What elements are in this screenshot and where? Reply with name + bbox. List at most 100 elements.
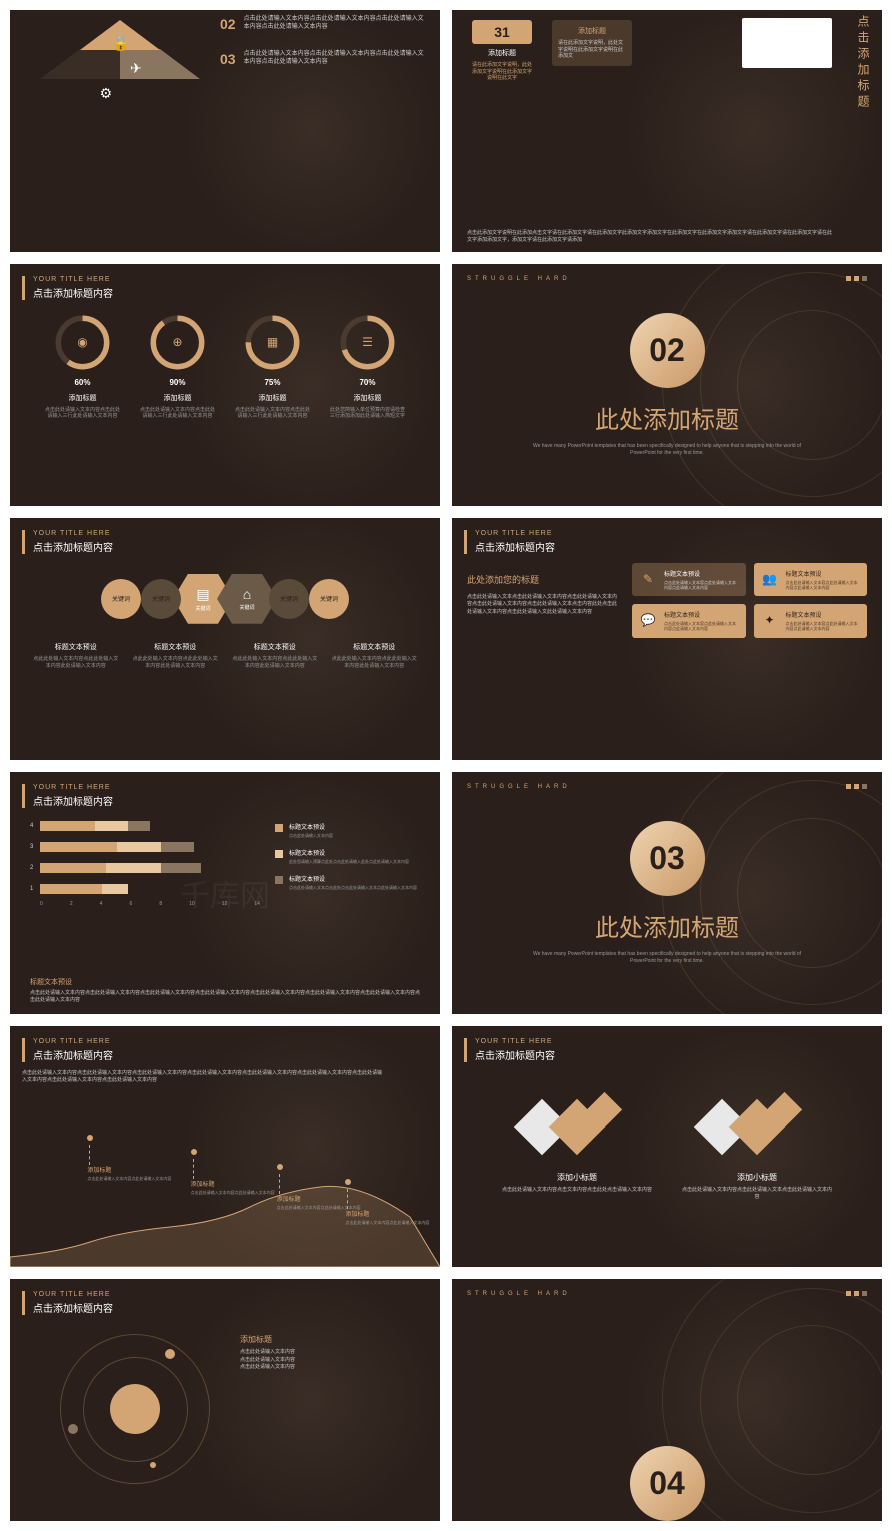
pyramid-shape: 🔒 ✈ ⚙ [40,20,200,79]
bottom-text: 点击此添加文字说明在此添加点击文字请在此添加文字请在此添加文字此添加文字添加文字… [467,230,832,244]
calendar-block: 31 添加标题 请在此添加文字说明，此处添加文字说明在此添加文字说明在此文字 [472,20,532,82]
bar-chart: 4 3 2 1 02468101214 [30,817,260,917]
bar-axis: 02468101214 [40,901,260,907]
header-title: 点击添加标题内容 [33,793,428,808]
calendar-num: 31 [472,20,532,44]
donut-item: ☰ 70% 添加标题 此处您简输入单位预算内容请检查三行添加添加此处请输入简短文… [330,315,405,420]
header-title: 点击添加标题内容 [33,1047,428,1062]
card-title: 标题文本预设 [786,610,862,619]
mid-card: 添加标题 请在此添加文字说明，此处文字说明在此添加文字说明在此添加文 [552,20,632,66]
line-point: 添加标题 点击此处请输入文本内容点此处请输入文本内容 [191,1149,275,1195]
slide-section-03: STRUGGLE HARD 03 此处添加标题 We have many Pow… [452,772,882,1014]
hex-label: 关键词 [239,604,254,611]
point-text: 点击此处请输入文本内容点此处请输入文本内容 [87,1176,171,1181]
card-text: 点击此处请输入文本容点此处请输入文本内容点此请输入文本内容 [786,580,862,590]
slide-barchart: YOUR TITLE HERE 点击添加标题内容 4 3 2 1 02468101214… [10,772,440,1014]
header-sub: YOUR TITLE HERE [475,530,870,537]
intro-text: 点击此处请输入文本点击此处请输入文本内容点击此处请输入文本内容点击此处请输入文本… [467,594,617,617]
legend-dot [275,876,283,884]
bar-label: 2 [30,865,40,871]
line-point: 添加标题 点击此处请输入文本内容点此处请输入文本内容 [87,1135,171,1181]
slide-header: YOUR TITLE HERE 点击添加标题内容 [22,1291,428,1315]
legend-dot [275,850,283,858]
header-title: 点击添加标题内容 [475,1047,870,1062]
plane-icon: ✈ [130,60,142,77]
donut-title: 添加标题 [140,393,215,403]
slide-header: YOUR TITLE HERE 点击添加标题内容 [464,530,870,554]
line-intro: 点击此处请输入文本内容点击此处请输入文本内容点击此处请输入文本内容点击此处请输入… [22,1070,382,1084]
info-card: ✎标题文本预设点击此处请输入文本容点此处请输入文本内容点此请输入文本内容 [632,563,746,596]
bar-row: 4 [30,817,260,835]
header-title: 点击添加标题内容 [33,285,428,300]
slide-section-02: STRUGGLE HARD 02 此处添加标题 We have many Pow… [452,264,882,506]
item-text: 点击此处请输入文本内容点击此处请输入文本内容点击此处请输入文本内容点击此处请输入… [244,15,424,35]
vertical-title: 点击添加标题 [855,15,872,111]
donut-icon: ☰ [362,335,373,349]
card-text: 点击此处请输入文本容点此处请输入文本内容点此请输入文本内容 [664,580,740,590]
diamond-title: 添加小标题 [682,1172,832,1183]
diamond-text: 点击此处请输入文本内容点击此处请输入文本点击此处请输入文本内容 [682,1187,832,1201]
item-num: 02 [220,15,236,35]
header-sub: YOUR TITLE HERE [33,530,428,537]
cards-intro: 此处添加您的标题 点击此处请输入文本点击此处请输入文本内容点击此处请输入文本内容… [467,573,617,617]
donut-percent: 70% [330,378,405,387]
donut-item: ▦ 75% 添加标题 点击此处请输入文本内容点击此处请输入三行此处请输入文本内容 [235,315,310,420]
header-sub: YOUR TITLE HERE [33,276,428,283]
diamonds-row: 添加小标题 点击此处请输入文本内容点击文本内容点击此处点击请输入文本内容 添加小… [464,1092,870,1201]
slide-calendar: 31 添加标题 请在此添加文字说明，此处添加文字说明在此添加文字说明在此文字 添… [452,10,882,252]
item-text: 点击此处请输入文本内容点击此处请输入文本内容点击此处请输入文本内容点击此处请输入… [244,50,424,70]
line-chart: 添加标题 点击此处请输入文本内容点此处请输入文本内容 添加标题 点击此处请输入文… [10,1147,440,1267]
bar-row: 2 [30,859,260,877]
col-title: 标题文本预设 [331,642,419,652]
slide-diamonds: YOUR TITLE HERE 点击添加标题内容 添加小标题 点击此处请输入文本… [452,1026,882,1268]
slide-donuts: YOUR TITLE HERE 点击添加标题内容 ◉ 60% 添加标题 点击此处… [10,264,440,506]
col-text: 点此此处输入文本内容点此此处输入文本内容此处请输入文本内容 [32,656,120,670]
point-text: 点击此处请输入文本内容点此处请输入文本内容 [345,1220,429,1225]
hex-row: 关键词 关键词 ▤关键词 ⌂关键词 关键词 关键词 [22,574,428,624]
col-text: 点此此处输入文本内容点此此处输入文本内容此处请输入文本内容 [331,656,419,670]
donut-text: 点击此处请输入文本内容点击此处请输入三行此处请输入文本内容 [235,407,310,420]
donut-percent: 75% [235,378,310,387]
col-title: 标题文本预设 [32,642,120,652]
gear-icon: ⚙ [100,85,113,102]
slide-header: YOUR TITLE HERE 点击添加标题内容 [22,784,428,808]
donut-icon: ⊕ [172,335,182,349]
legend-item: 标题文本预设点击此处请输入文本点击此处点击此处请输入文本点此处请输入文本内容 [275,874,425,890]
diamond-text: 点击此处请输入文本内容点击文本内容点击此处点击请输入文本内容 [502,1187,652,1194]
clipboard-icon: ▤ [196,586,209,603]
donut-text: 点击此处请输入文本内容点击此处请输入三行此处请输入文本内容 [140,407,215,420]
info-card: 👥标题文本预设点击此处请输入文本容点此处请输入文本内容点此请输入文本内容 [754,563,868,596]
donut-icon: ▦ [267,335,278,349]
bar-label: 1 [30,886,40,892]
slide-header: YOUR TITLE HERE 点击添加标题内容 [22,1038,428,1062]
donut-percent: 90% [140,378,215,387]
donut-text: 此处您简输入单位预算内容请检查三行添加添加此处请输入简短文字 [330,407,405,420]
card-icon: 💬 [638,610,658,630]
decorative-dots [846,276,867,281]
hex-columns: 标题文本预设点此此处输入文本内容点此此处输入文本内容此处请输入文本内容标题文本预… [22,642,428,670]
card-icon: ✎ [638,569,658,589]
card-title: 标题文本预设 [664,610,740,619]
donuts-row: ◉ 60% 添加标题 点击此处请输入文本内容点击此处请输入三行此处请输入文本内容… [22,315,428,420]
legend-title: 标题文本预设 [289,822,425,831]
cards-grid: ✎标题文本预设点击此处请输入文本容点此处请输入文本内容点此请输入文本内容👥标题文… [632,563,867,638]
hex-column: 标题文本预设点此此处输入文本内容点此此处输入文本内容此处请输入文本内容 [132,642,220,670]
header-sub: YOUR TITLE HERE [33,784,428,791]
intro-title: 此处添加您的标题 [467,573,617,586]
decorative-dots [846,784,867,789]
header-sub: YOUR TITLE HERE [475,1038,870,1045]
struggle-label: STRUGGLE HARD [467,784,571,790]
bar-row: 3 [30,838,260,856]
hex-column: 标题文本预设点此此处输入文本内容点此此处输入文本内容此处请输入文本内容 [231,642,319,670]
slide-pyramid: 🔒 ✈ ⚙ 02 点击此处请输入文本内容点击此处请输入文本内容点击此处请输入文本内… [10,10,440,252]
hex-label: 关键词 [195,605,210,612]
point-title: 添加标题 [87,1165,171,1174]
mid-text: 请在此添加文字说明，此处文字说明在此添加文字说明在此添加文 [558,40,626,60]
calendar-sub: 请在此添加文字说明，此处添加文字说明在此添加文字说明在此文字 [472,62,532,82]
decorative-dots [846,1291,867,1296]
bar-legend: 标题文本预设点击此处请输入文本内容标题文本预设此处您请输入预算点此处点击此处请输… [275,822,425,901]
info-card: 💬标题文本预设点击此处请输入文本容点此处请输入文本内容点此请输入文本内容 [632,604,746,637]
legend-text: 此处您请输入预算点此处点击此处请输入此处点此处请输入文本内容 [289,859,425,864]
bar-footer: 标题文本预设 点击此处请输入文本内容点击此处请输入文本内容点击此处请输入文本内容… [30,977,420,1004]
donut-item: ◉ 60% 添加标题 点击此处请输入文本内容点击此处请输入三行此处请输入文本内容 [45,315,120,420]
